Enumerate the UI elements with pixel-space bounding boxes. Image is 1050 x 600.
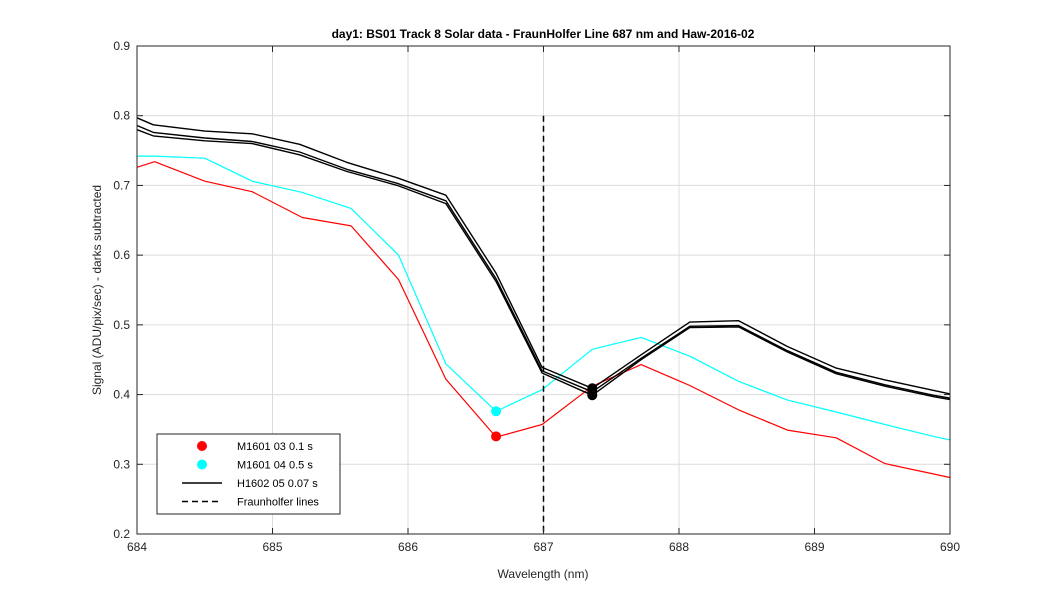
x-tick-labels: 684 685 686 687 688 689 690 [127,540,960,554]
legend: M1601 03 0.1 s M1601 04 0.5 s H1602 05 0.0… [156,433,341,515]
legend-label-0: M1601 03 0.1 s [237,441,313,453]
y-axis-label: Signal (ADU/pix/sec) - darks subtracted [90,185,104,395]
series-line-1 [137,155,951,441]
y-tick-label: 0.8 [113,109,130,123]
y-tick-label: 0.3 [113,457,130,471]
x-tick-label: 685 [262,540,282,554]
y-tick-label: 0.2 [113,527,130,541]
y-tick-label: 0.7 [113,178,130,192]
x-tick-label: 687 [533,540,553,554]
x-tick-label: 688 [669,540,689,554]
series-marker-1 [491,406,502,417]
legend-label-3: Fraunholfer lines [237,497,319,509]
axis-ticks [136,45,951,535]
y-tick-label: 0.4 [113,388,130,402]
x-tick-label: 686 [398,540,418,554]
series-marker-0 [491,431,502,442]
series-line-2 [136,117,951,395]
series-line-0 [136,161,951,479]
series-layer [136,117,951,479]
legend-swatch-1 [197,459,207,470]
marker-layer [491,383,598,442]
x-tick-label: 689 [804,540,824,554]
legend-label-1: M1601 04 0.5 s [237,460,313,472]
series-line-3 [136,124,951,399]
y-tick-label: 0.6 [113,248,130,262]
legend-label-2: H1602 05 0.07 s [237,478,318,490]
y-tick-label: 0.5 [113,318,130,332]
y-tick-label: 0.9 [113,39,130,53]
x-tick-label: 690 [940,540,960,554]
series-marker-4 [587,390,598,401]
series-line-4 [136,129,951,401]
legend-box [156,433,341,515]
chart-title: day1: BS01 Track 8 Solar data - FraunHol… [332,27,755,41]
x-axis-label: Wavelength (nm) [498,567,589,581]
legend-swatch-0 [197,441,207,451]
x-tick-label: 684 [127,540,147,554]
y-tick-labels: 0.2 0.3 0.4 0.5 0.6 0.7 0.8 0.9 [113,39,130,541]
